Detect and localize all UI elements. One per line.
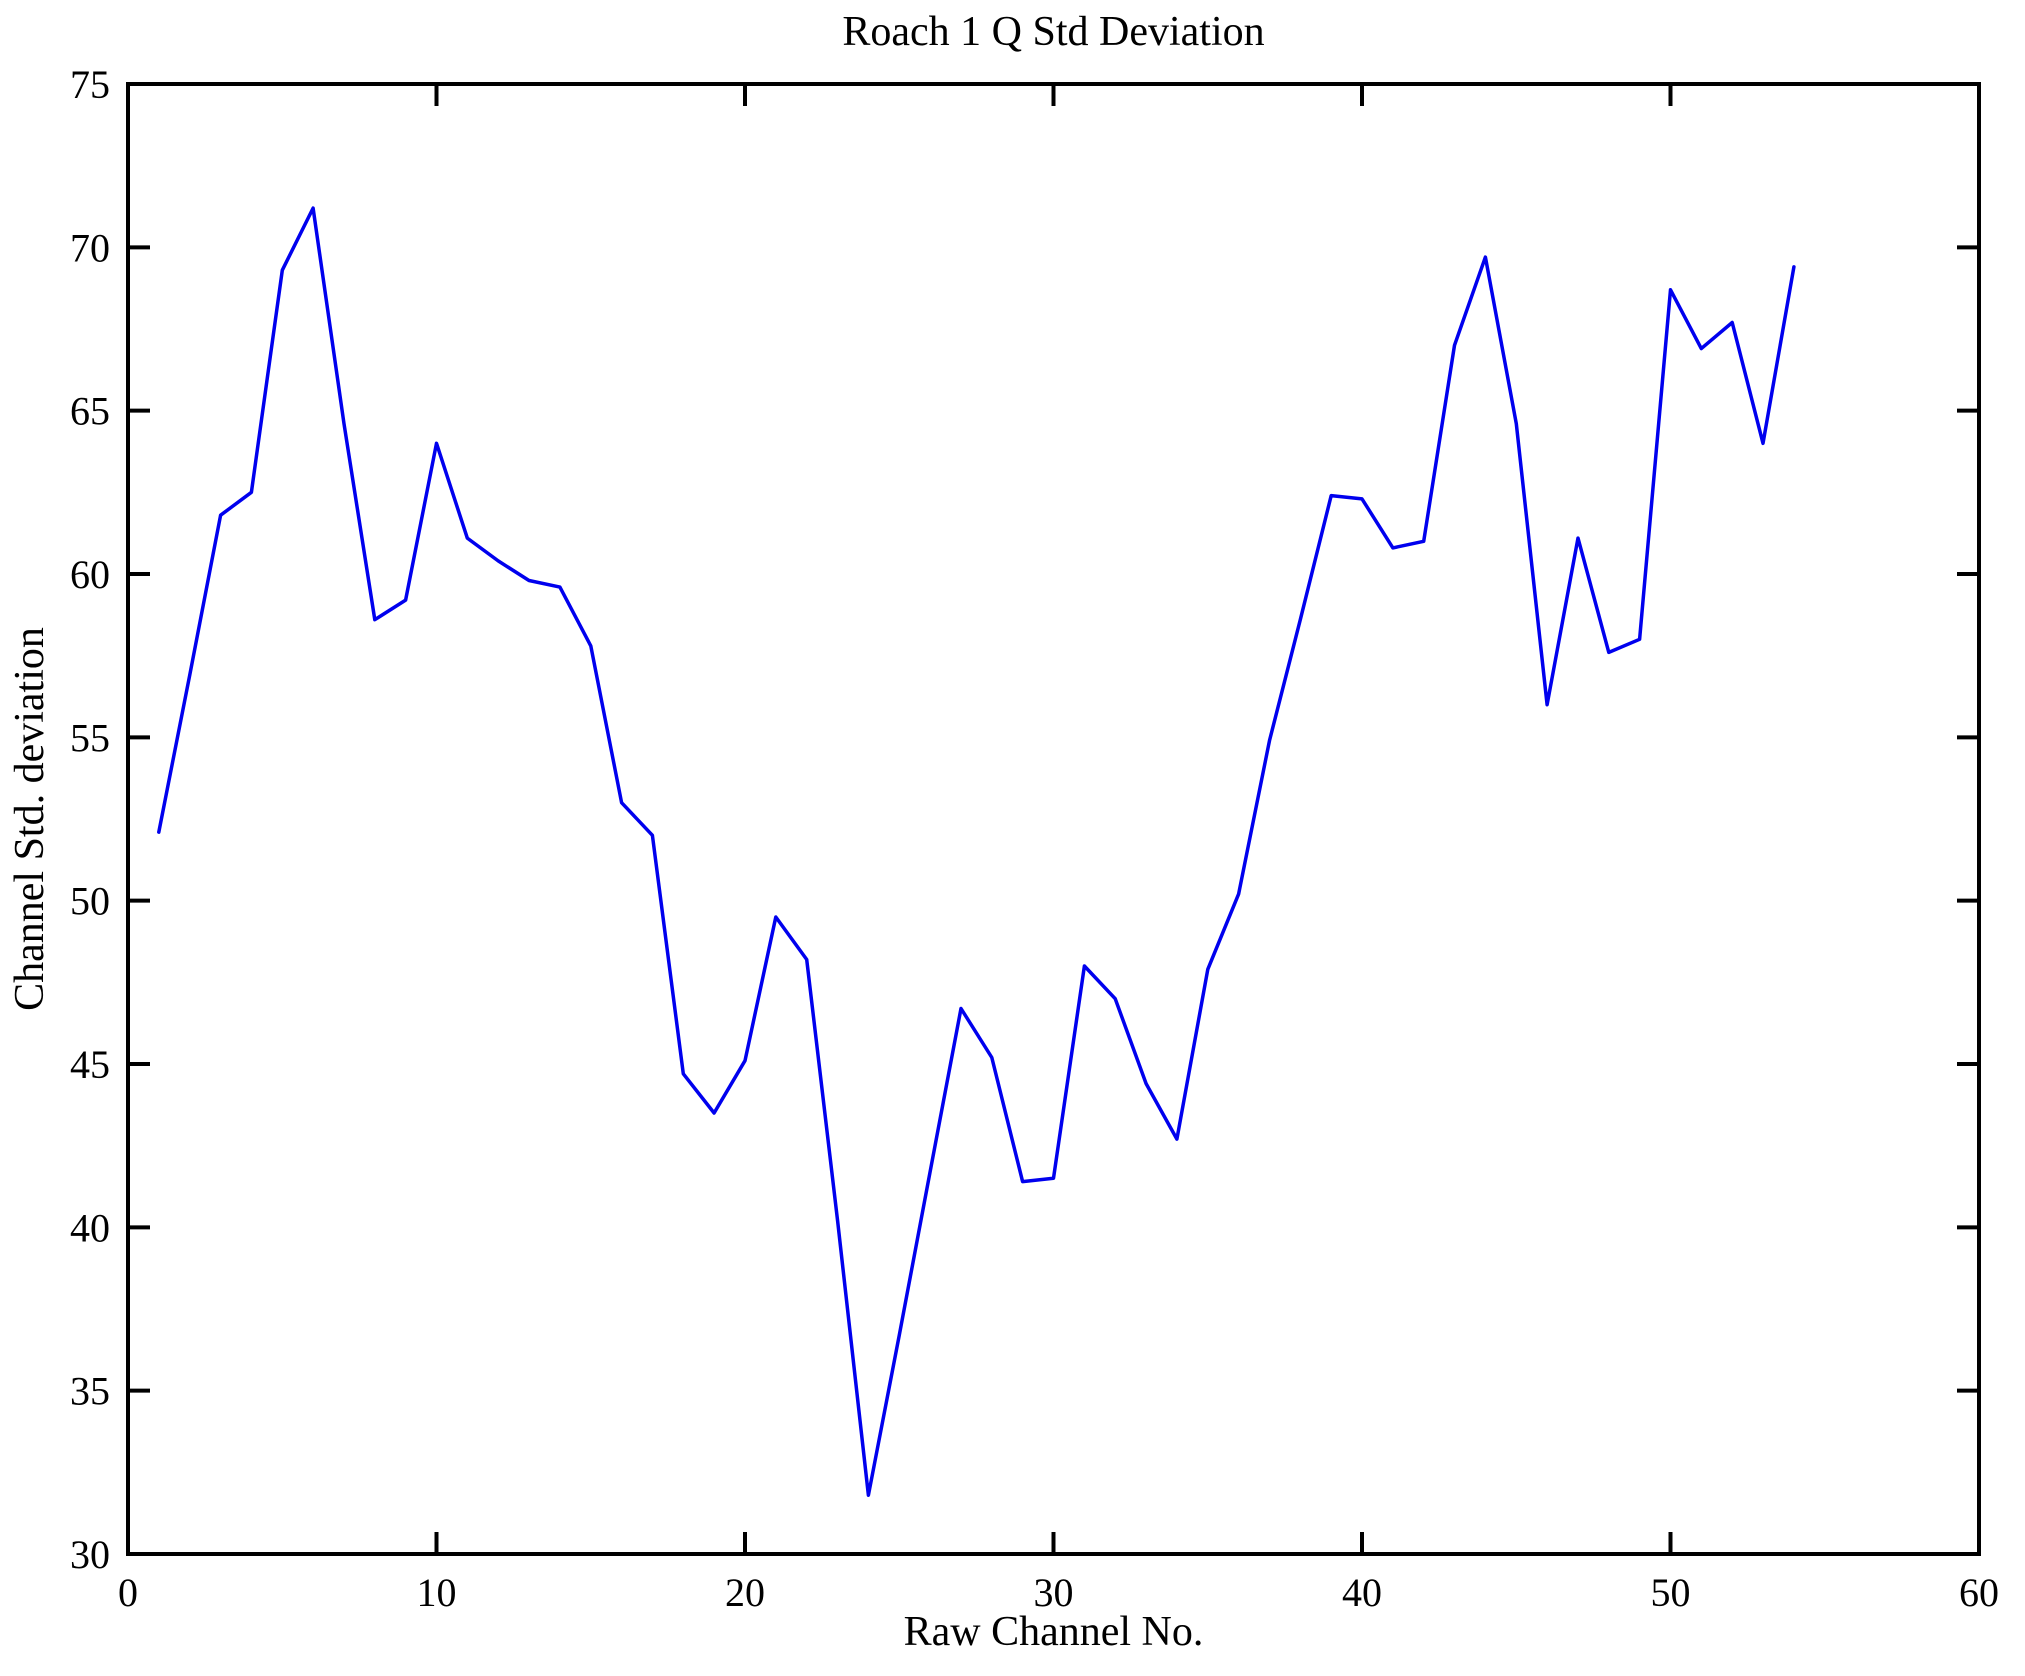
series-line bbox=[157, 206, 1796, 1497]
y-axis-label: Channel Std. deviation bbox=[7, 627, 53, 1011]
y-tick-label: 30 bbox=[70, 1532, 110, 1577]
chart-title: Roach 1 Q Std Deviation bbox=[842, 9, 1265, 55]
axes-box bbox=[126, 82, 1981, 1556]
y-tick-label: 40 bbox=[70, 1205, 110, 1250]
y-tick-label: 55 bbox=[70, 715, 110, 760]
x-tick-label: 10 bbox=[417, 1570, 457, 1615]
x-tick-label: 40 bbox=[1342, 1570, 1382, 1615]
y-tick-label: 60 bbox=[70, 552, 110, 597]
y-tick-label: 75 bbox=[70, 62, 110, 107]
y-tick-label: 50 bbox=[70, 879, 110, 924]
x-tick-label: 0 bbox=[118, 1570, 138, 1615]
y-tick-label: 35 bbox=[70, 1369, 110, 1414]
y-tick-label: 45 bbox=[70, 1042, 110, 1087]
x-axis-label: Raw Channel No. bbox=[903, 1609, 1204, 1655]
x-tick-label: 20 bbox=[725, 1570, 765, 1615]
x-tick-label: 60 bbox=[1959, 1570, 1999, 1615]
y-tick-label: 65 bbox=[70, 389, 110, 434]
x-tick-label: 50 bbox=[1651, 1570, 1691, 1615]
x-tick-label: 30 bbox=[1034, 1570, 1074, 1615]
y-tick-label: 70 bbox=[70, 225, 110, 270]
